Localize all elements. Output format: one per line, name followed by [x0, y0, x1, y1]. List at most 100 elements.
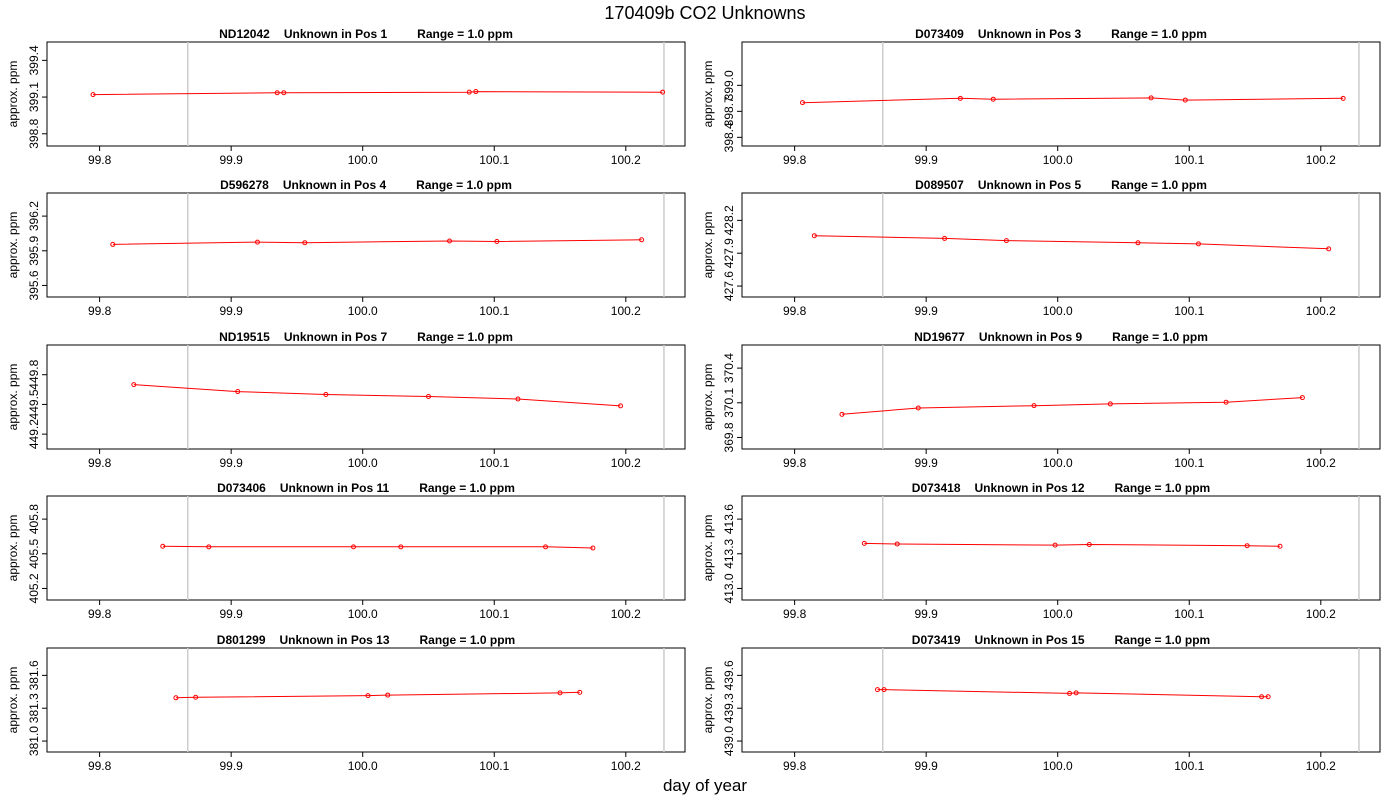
- x-tick-label: 99.9: [219, 607, 243, 621]
- x-tick-label: 99.9: [914, 607, 938, 621]
- panel-title-part: D089507: [915, 178, 964, 192]
- panel-frame: [741, 41, 1381, 147]
- x-tick-label: 99.8: [88, 153, 112, 167]
- data-point: [1086, 542, 1092, 548]
- panel-title: D073409 Unknown in Pos 3 Range = 1.0 ppm: [915, 27, 1207, 41]
- data-point: [206, 544, 212, 550]
- y-tick-label: 381.3: [27, 693, 41, 723]
- panel-title-part: Range = 1.0 ppm: [417, 330, 513, 344]
- data-point: [160, 543, 166, 549]
- data-point: [557, 690, 563, 696]
- data-point: [365, 693, 371, 699]
- data-point: [1244, 543, 1250, 549]
- panel-frame: [741, 344, 1381, 450]
- panel-10: D073419 Unknown in Pos 15 Range = 1.0 ppm 9…: [701, 633, 1381, 773]
- data-point: [398, 544, 404, 550]
- x-tick-label: 99.8: [88, 304, 112, 318]
- panel-frame: [46, 41, 686, 147]
- y-tick-label: 405.5: [27, 538, 41, 568]
- data-point: [473, 89, 479, 95]
- y-axis-label: approx. ppm: [701, 61, 715, 128]
- x-tick-label: 100.2: [1306, 759, 1336, 773]
- x-tick-label: 100.2: [611, 304, 641, 318]
- data-point: [1340, 95, 1346, 101]
- data-point: [1326, 246, 1332, 252]
- panel-title-part: ND19677: [914, 330, 965, 344]
- x-tick-label: 100.2: [611, 153, 641, 167]
- y-tick-label: 398.4: [722, 122, 736, 152]
- panel-title-part: Unknown in Pos 4: [283, 178, 387, 192]
- panel-frame: [741, 647, 1381, 753]
- data-point: [1003, 238, 1009, 244]
- series-line: [802, 97, 1344, 104]
- y-axis-label: approx. ppm: [701, 212, 715, 279]
- y-tick-label: 395.6: [27, 270, 41, 300]
- y-tick-label: 413.3: [722, 538, 736, 568]
- y-tick-label: 398.7: [722, 96, 736, 126]
- data-point: [618, 403, 624, 409]
- x-tick-label: 100.1: [479, 304, 509, 318]
- x-tick-label: 100.2: [1306, 456, 1336, 470]
- x-tick-label: 100.0: [348, 456, 378, 470]
- x-tick-label: 99.9: [914, 759, 938, 773]
- x-tick-label: 100.0: [348, 607, 378, 621]
- data-point: [577, 689, 583, 695]
- x-tick-label: 99.8: [783, 456, 807, 470]
- data-point: [811, 233, 817, 239]
- data-point: [639, 237, 645, 243]
- panel-title-part: Unknown in Pos 13: [280, 633, 390, 647]
- series-line: [162, 545, 593, 549]
- panel-title: D801299 Unknown in Pos 13 Range = 1.0 ppm: [217, 633, 515, 647]
- data-point: [942, 235, 948, 241]
- panel-title-part: Unknown in Pos 12: [975, 481, 1085, 495]
- y-tick-label: 427.6: [722, 271, 736, 301]
- panel-8: D073418 Unknown in Pos 12 Range = 1.0 ppm 9…: [701, 481, 1381, 621]
- y-tick-label: 427.9: [722, 238, 736, 268]
- x-tick-label: 99.8: [88, 456, 112, 470]
- y-tick-label: 449.5: [27, 389, 41, 419]
- data-point: [1135, 240, 1141, 246]
- panel-title-part: Range = 1.0 ppm: [1111, 178, 1207, 192]
- panel-title-part: Range = 1.0 ppm: [419, 481, 515, 495]
- data-point: [1195, 241, 1201, 247]
- data-point: [800, 100, 806, 106]
- data-point: [494, 239, 500, 245]
- panel-title-part: Unknown in Pos 7: [284, 330, 388, 344]
- x-tick-label: 99.9: [914, 153, 938, 167]
- chart-title: 170409b CO2 Unknowns: [604, 3, 805, 23]
- x-tick-label: 99.9: [219, 304, 243, 318]
- x-tick-label: 100.0: [348, 304, 378, 318]
- y-tick-label: 396.2: [27, 201, 41, 231]
- y-axis-label: approx. ppm: [6, 667, 20, 734]
- y-axis-label: approx. ppm: [6, 364, 20, 431]
- y-tick-label: 439.3: [722, 693, 736, 723]
- x-tick-label: 99.9: [914, 456, 938, 470]
- x-tick-label: 99.8: [783, 304, 807, 318]
- data-point: [323, 392, 329, 398]
- panel-title-part: Unknown in Pos 15: [975, 633, 1085, 647]
- data-point: [425, 394, 431, 400]
- x-axis-label: day of year: [663, 776, 747, 795]
- panel-7: D073406 Unknown in Pos 11 Range = 1.0 ppm 9…: [6, 481, 686, 621]
- x-tick-label: 100.2: [1306, 607, 1336, 621]
- y-tick-label: 395.9: [27, 235, 41, 265]
- x-tick-label: 100.0: [1043, 153, 1073, 167]
- data-point: [543, 544, 549, 550]
- data-point: [110, 241, 116, 247]
- data-point: [1223, 399, 1229, 405]
- panel-frame: [46, 192, 686, 298]
- panel-title-part: Range = 1.0 ppm: [1111, 27, 1207, 41]
- y-tick-label: 449.2: [27, 419, 41, 449]
- x-tick-label: 100.0: [348, 759, 378, 773]
- panel-2: D073409 Unknown in Pos 3 Range = 1.0 ppm 99…: [701, 27, 1381, 167]
- x-tick-label: 100.1: [479, 607, 509, 621]
- data-point: [894, 541, 900, 547]
- panel-title: D089507 Unknown in Pos 5 Range = 1.0 ppm: [915, 178, 1207, 192]
- panel-title-part: Unknown in Pos 11: [280, 481, 390, 495]
- panel-title: D073406 Unknown in Pos 11 Range = 1.0 ppm: [217, 481, 515, 495]
- data-point: [1182, 97, 1188, 103]
- panel-title-part: Range = 1.0 ppm: [1115, 481, 1211, 495]
- series-line: [841, 397, 1303, 415]
- panel-title-part: Unknown in Pos 3: [978, 27, 1082, 41]
